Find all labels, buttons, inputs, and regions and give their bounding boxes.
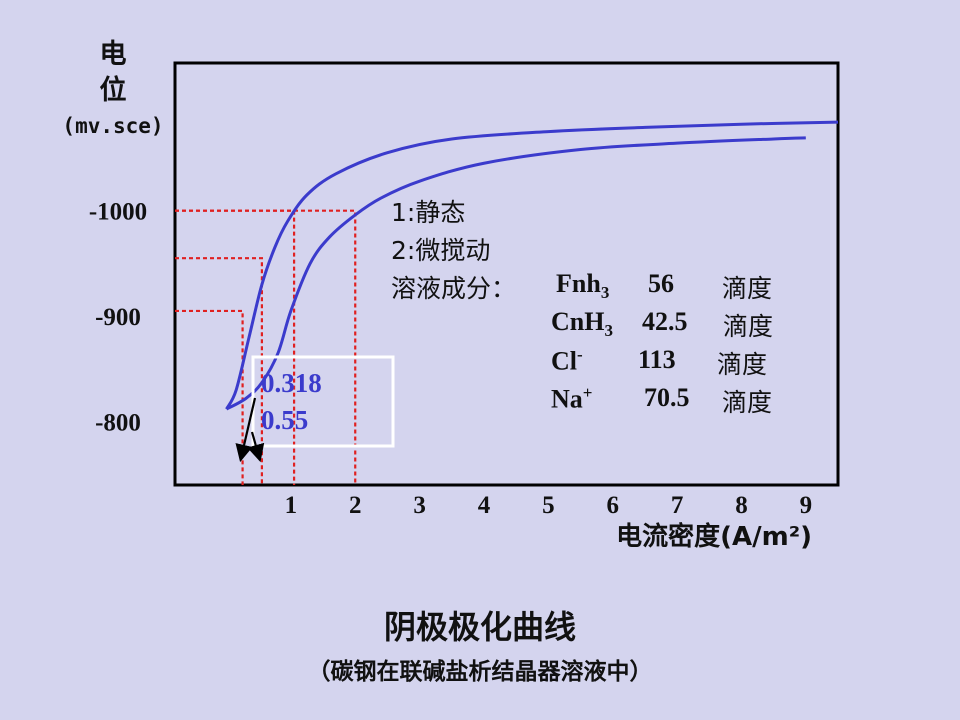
y-axis-label-line1: 电 [100, 39, 127, 70]
chart-title: 阴极极化曲线 [383, 608, 576, 646]
component-value: 113 [638, 345, 676, 374]
chart-subtitle: （碳钢在联碱盐析结晶器溶液中） [307, 659, 653, 685]
component-unit: 滴度 [717, 350, 768, 379]
y-tick-labels: -800 -900 -1000 [89, 199, 147, 437]
annotation-arrow [235, 397, 257, 463]
component-unit: 滴度 [723, 312, 774, 341]
legend-static: 1:静态 [391, 198, 466, 227]
component-unit: 滴度 [722, 274, 773, 303]
component-value: 42.5 [642, 307, 688, 336]
x-tick-label: 5 [542, 492, 555, 519]
annotation-value-1: 0.55 [261, 405, 308, 435]
annotation-arrows [235, 397, 265, 463]
x-tick-labels: 1 2 3 4 5 6 7 8 9 [285, 492, 812, 519]
annotation-value-0: 0.318 [261, 368, 322, 398]
annotation-box [251, 355, 395, 448]
y-tick-label: -800 [95, 410, 141, 437]
y-tick-label: -1000 [89, 199, 147, 226]
y-tick-label: -900 [95, 304, 141, 331]
component-name: Na+ [551, 383, 593, 414]
component-unit: 滴度 [722, 388, 773, 417]
x-tick-label: 8 [735, 492, 748, 519]
legend-stirred: 2:微搅动 [391, 236, 491, 265]
y-axis-label-unit: (mv.sce) [62, 114, 163, 138]
x-tick-label: 1 [285, 492, 298, 519]
reference-line [175, 257, 263, 485]
composition-label: 溶液成分： [391, 274, 517, 303]
y-axis-label-line2: 位 [100, 74, 127, 106]
x-tick-label: 2 [349, 492, 362, 519]
x-tick-label: 6 [606, 492, 619, 519]
component-name: CnH3 [551, 307, 613, 340]
series-line-2 [225, 136, 806, 411]
series-line-1 [225, 120, 839, 410]
x-tick-label: 7 [671, 492, 684, 519]
x-tick-label: 4 [478, 492, 491, 519]
annotation-arrow [247, 431, 265, 463]
x-tick-label: 9 [800, 492, 813, 519]
reference-line [175, 309, 244, 485]
component-value: 70.5 [644, 383, 690, 412]
x-axis-label: 电流密度(A/m²) [616, 521, 812, 552]
component-name: Fnh3 [556, 269, 610, 302]
component-name: Cl- [551, 345, 583, 376]
component-value: 56 [648, 269, 674, 298]
x-tick-label: 3 [413, 492, 426, 519]
series-lines [225, 120, 839, 411]
